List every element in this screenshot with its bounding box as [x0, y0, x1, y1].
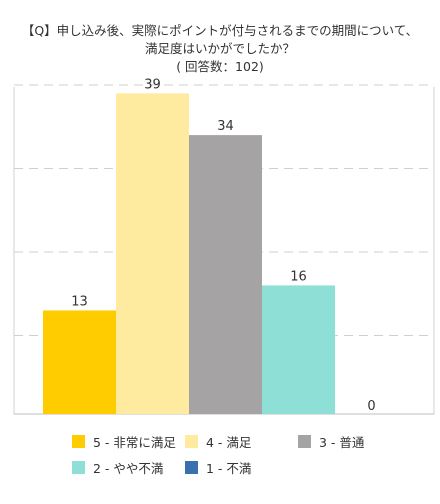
legend-label-1: 1 - 不満 [206, 461, 252, 476]
chart-title-line-2: 満足度はいかがでしたか？ [144, 41, 295, 56]
bar-label-5: 13 [71, 294, 88, 309]
legend-item-3: 3 - 普通 [298, 432, 412, 451]
legend-item-4: 4 - 満足 [185, 432, 298, 451]
chart-title-line-1: 【Q】申し込み後、実際にポイントが付与されるまでの期間について、 [21, 23, 419, 38]
legend-label-5: 5 - 非常に満足 [93, 435, 176, 450]
legend-label-2: 2 - やや不満 [93, 461, 164, 476]
legend-label-3: 3 - 普通 [319, 435, 365, 450]
legend-swatch-5 [72, 435, 85, 448]
bar-label-3: 34 [217, 119, 234, 134]
chart-title-line-3: ( 回答数：102) [176, 59, 264, 74]
bar-label-1: 0 [367, 399, 375, 414]
bar-2 [262, 285, 335, 414]
bar-4 [116, 93, 189, 414]
chart-legend: 5 - 非常に満足 4 - 満足 3 - 普通 2 - やや不満 1 - 不満 [72, 432, 412, 477]
legend-swatch-4 [185, 435, 198, 448]
bar-label-2: 16 [290, 269, 307, 284]
bar-3 [189, 135, 262, 414]
legend-swatch-1 [185, 461, 198, 474]
legend-item-5: 5 - 非常に満足 [72, 432, 185, 451]
legend-item-1: 1 - 不満 [185, 458, 298, 477]
legend-swatch-2 [72, 461, 85, 474]
chart-title: 【Q】申し込み後、実際にポイントが付与されるまでの期間について、 満足度はいかが… [0, 22, 440, 76]
legend-label-4: 4 - 満足 [206, 435, 252, 450]
bar-label-4: 39 [144, 77, 161, 92]
bar-5 [43, 310, 116, 414]
legend-swatch-3 [298, 435, 311, 448]
legend-item-2: 2 - やや不満 [72, 458, 185, 477]
